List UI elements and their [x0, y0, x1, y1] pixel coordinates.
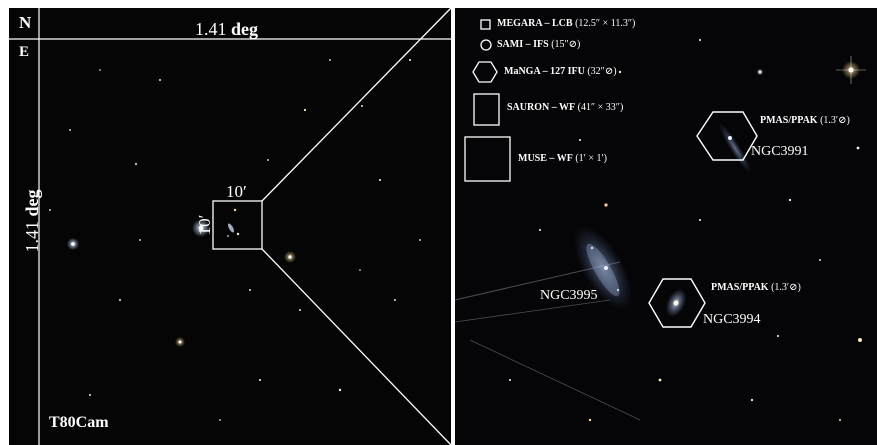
zoom-box — [212, 200, 263, 250]
legend-muse: MUSE – WF (1′ × 1′) — [518, 154, 607, 164]
north-label: N — [19, 13, 32, 32]
pmas-footprint-ngc3991 — [696, 111, 758, 161]
right-panel — [455, 8, 877, 445]
camera-label: T80Cam — [49, 414, 109, 431]
left-starfield — [49, 59, 421, 421]
legend-manga-size: (32″⊘) — [587, 66, 617, 77]
galaxy-label-ngc3991: NGC3991 — [751, 144, 809, 159]
zoom-box-height-label: 10′ — [194, 214, 214, 236]
legend-manga: MaNGA – 127 IFU (32″⊘) — [504, 67, 617, 77]
pmas-label-ngc3994: PMAS/PPAK (1.3′⊘) — [711, 283, 801, 293]
legend-sauron: SAURON – WF (41″ × 33″) — [507, 103, 623, 113]
legend-muse-size: (1′ × 1′) — [575, 153, 608, 164]
zoom-connector-top — [261, 7, 452, 202]
pmas-name-ngc3991: PMAS/PPAK — [760, 115, 818, 126]
width-scale-label: 1.41 deg — [195, 20, 258, 38]
legend-megara-size: (12.5″ × 11.3″) — [575, 18, 636, 29]
galaxy-ngc3994-image — [665, 288, 687, 318]
galaxy-ngc3991-image — [718, 122, 752, 174]
galaxy-label-ngc3994: NGC3994 — [703, 312, 761, 327]
zoom-box-width-label: 10′ — [226, 182, 247, 201]
east-label: E — [19, 44, 30, 60]
sauron-footprint-icon — [473, 93, 500, 126]
legend-megara: MEGARA – LCB (12.5″ × 11.3″) — [497, 19, 635, 29]
galaxy-label-ngc3995: NGC3995 — [540, 288, 598, 303]
pmas-name-ngc3994: PMAS/PPAK — [711, 282, 769, 293]
galaxy-ngc3995-image — [573, 225, 633, 311]
pmas-size-ngc3991: (1.3′⊘) — [820, 115, 850, 126]
legend-sauron-name: SAURON – WF — [507, 102, 576, 113]
legend-sami-size: (15″⊘) — [551, 39, 581, 50]
manga-footprint-icon — [472, 61, 498, 83]
sami-footprint-icon — [480, 39, 492, 51]
pmas-footprint-ngc3994 — [648, 278, 706, 328]
megara-footprint-icon — [480, 19, 491, 30]
legend-megara-name: MEGARA – LCB — [497, 18, 573, 29]
legend-sami: SAMI – IFS (15″⊘) — [497, 40, 580, 50]
legend-manga-name: MaNGA – 127 IFU — [504, 66, 585, 77]
height-scale-unit: deg — [22, 189, 42, 217]
legend-muse-name: MUSE – WF — [518, 153, 573, 164]
zoom-connector-bottom — [261, 248, 452, 445]
galaxies-thumbnail — [227, 223, 240, 236]
pmas-label-ngc3991: PMAS/PPAK (1.3′⊘) — [760, 116, 850, 126]
pmas-size-ngc3994: (1.3′⊘) — [771, 282, 801, 293]
height-scale-label: 1.41 deg — [8, 190, 56, 253]
width-scale-value: 1.41 — [195, 19, 227, 39]
legend-sauron-size: (41″ × 33″) — [577, 102, 624, 113]
width-scale-unit: deg — [231, 19, 258, 39]
muse-footprint-icon — [464, 136, 511, 182]
right-starfield — [509, 39, 866, 422]
legend-sami-name: SAMI – IFS — [497, 39, 549, 50]
height-scale-value: 1.41 — [22, 221, 42, 253]
